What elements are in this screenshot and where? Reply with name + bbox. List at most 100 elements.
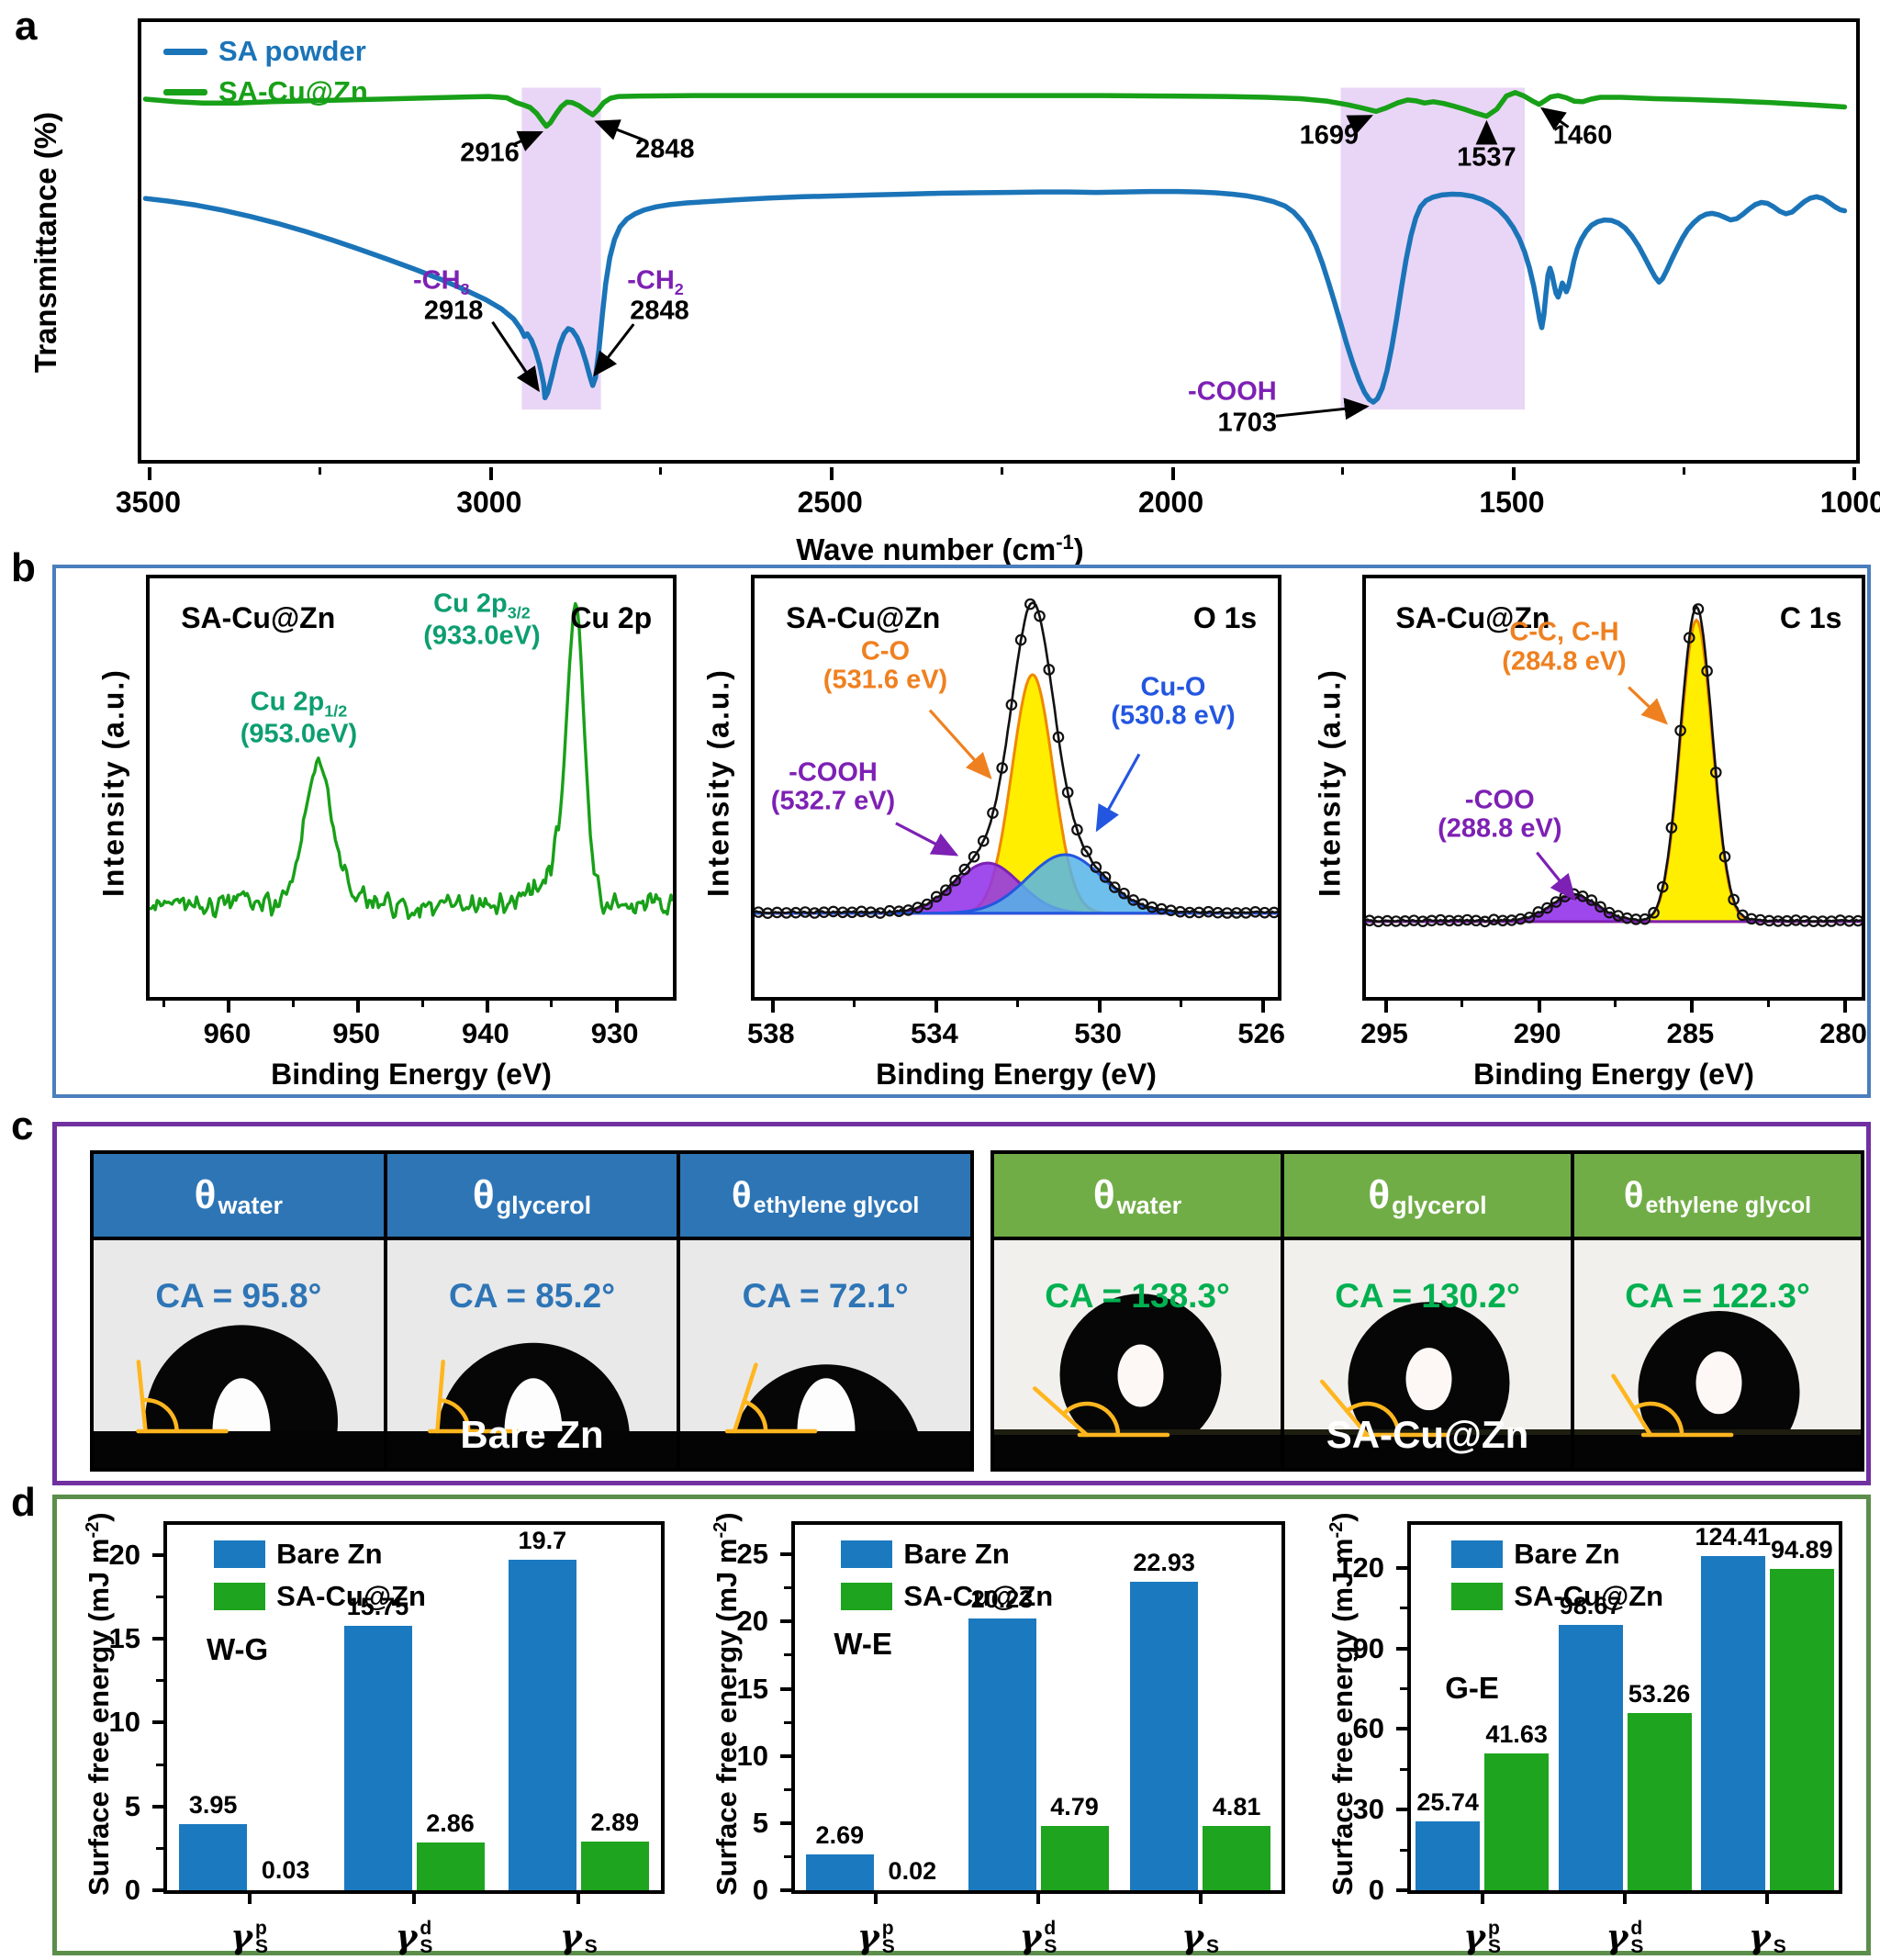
droplet-photo-ethylene-glycol: CA = 72.1° [677,1240,971,1468]
peak-annotation: C-C, C-H (284.8 eV) [1502,618,1626,677]
axis-tick [1852,467,1857,480]
annotation-arrow [1346,115,1373,136]
peak-annotation: -CH3 [413,265,470,298]
bar-value-label: 41.63 [1485,1719,1548,1748]
data-point-marker [949,874,961,887]
data-point-marker [968,850,980,863]
axis-minor-tick [1016,1001,1019,1007]
peak-annotation: Cu 2p3/2 (933.0eV) [423,589,540,651]
angle-tangent-line [1032,1386,1090,1438]
bar-Bare-Zn-2 [508,1560,576,1890]
legend-item-Bare-Zn: Bare Zn [1451,1538,1620,1571]
tick-label: 538 [746,1017,795,1049]
axis-minor-tick [420,1001,424,1007]
axis-tick [227,1001,231,1013]
axis-tick [1396,1727,1407,1731]
xps-spectrum-curve [150,601,673,921]
bar-value-label: 0.02 [888,1856,937,1885]
peak-annotation: 2916 [460,138,520,168]
peak-annotation: Cu-O (530.8 eV) [1111,673,1235,731]
xps-y-axis-title: Intensity (a.u.) [1313,668,1347,897]
axis-tick [1396,1808,1407,1812]
data-point-marker [1852,914,1862,927]
theta-symbol: θ [472,1172,495,1217]
axis-minor-tick [1180,1001,1183,1007]
xps-plot-o1s: SA-Cu@Zn O 1s C-O (531.6 eV) Cu-O (530.8 eV) -… [751,575,1281,1001]
data-point-marker [1648,906,1660,919]
theta-symbol: θ [732,1174,752,1215]
axis-minor-tick [659,467,663,475]
bar-value-label: 2.86 [426,1809,475,1837]
theta-subscript: water [218,1191,283,1219]
peak-annotation: C-O (531.6 eV) [823,637,947,695]
data-point-marker [1071,823,1083,836]
contact-angle-group-sa-cu-zn: θ water θ glycerol θ ethylene glycol CA = 138.… [990,1150,1864,1472]
axis-minor-tick [156,1846,163,1850]
axis-tick [1480,1894,1484,1904]
bar-Bare-Zn-2 [1130,1582,1199,1890]
chart-annotation: G-E [1445,1671,1499,1706]
data-point-marker [1718,850,1731,863]
annotation-line1: -COO [1464,785,1535,815]
gamma-sub: S [1044,1935,1058,1957]
annotation-arrow [1536,851,1576,902]
annotation-line1: Cu 2p [250,687,325,717]
axis-minor-tick [1614,1001,1617,1007]
data-point-marker [940,884,952,896]
annotation-arrow [895,822,959,857]
gamma-symbol: γ [1463,1918,1486,1956]
annotation-arrow [594,119,645,142]
droplet-image [1284,1302,1571,1468]
angle-tangent-line [136,1360,148,1434]
gamma-sup: p [1488,1918,1500,1939]
axis-minor-tick [1400,1848,1407,1852]
tick-label: 960 [203,1017,252,1049]
peak-annotation: 2848 [630,296,689,326]
data-point-marker [1541,902,1553,914]
data-point-marker [1701,665,1713,678]
theta-subscript: ethylene glycol [753,1192,920,1218]
gamma-sub: S [255,1935,269,1957]
substrate [994,1435,1281,1468]
region-label: Cu 2p [570,601,653,635]
annotation-line1: Cu-O [1140,672,1206,702]
axis-tick [1511,467,1516,480]
bar-SA-Cu@Zn-2 [1769,1569,1834,1890]
annotation-line1: -COOH [789,757,878,788]
data-point-marker [1656,880,1669,893]
bar-value-label: 22.93 [1133,1549,1195,1577]
bar-Bare-Zn-0 [179,1823,248,1890]
axis-minor-tick [1400,1767,1407,1771]
gamma-sup: d [420,1918,432,1939]
data-point-marker [1268,906,1278,919]
annotation-arrow [1275,398,1370,420]
peak-annotation: -COO (288.8 eV) [1438,786,1561,844]
annotation-line2: (953.0eV) [240,719,358,749]
theta-subscript: water [1116,1191,1182,1219]
legend-swatch [1451,1540,1504,1568]
axis-tick [1765,1894,1770,1904]
axis-tick [1036,1894,1040,1904]
theta-subscript: ethylene glycol [1645,1192,1812,1218]
tick-label: 20 [108,1538,140,1571]
peak-annotation: 1699 [1299,120,1360,151]
bar-value-label: 2.89 [590,1809,640,1837]
contact-angle-group-bare-zn: θ water θ glycerol θ ethylene glycol CA = 95.8… [90,1150,974,1472]
contact-angle-value: CA = 122.3° [1625,1277,1810,1315]
axis-tick [1261,1001,1266,1013]
droplet-highlight [1405,1348,1452,1411]
bar-value-label: 94.89 [1771,1536,1833,1564]
tick-label: 290 [1513,1017,1561,1049]
xps-x-axis-title: Binding Energy (eV) [876,1058,1157,1091]
bar-value-label: 15.75 [346,1593,409,1621]
axis-minor-tick [156,1763,163,1766]
bar-value-label: 4.81 [1212,1792,1261,1820]
legend-swatch [214,1540,266,1568]
legend-label: Bare Zn [1514,1538,1620,1570]
theta-subscript: glycerol [496,1191,592,1219]
contact-angle-value: CA = 72.1° [742,1277,909,1315]
legend-line-swatch [163,88,207,95]
angle-arc [744,1399,768,1432]
